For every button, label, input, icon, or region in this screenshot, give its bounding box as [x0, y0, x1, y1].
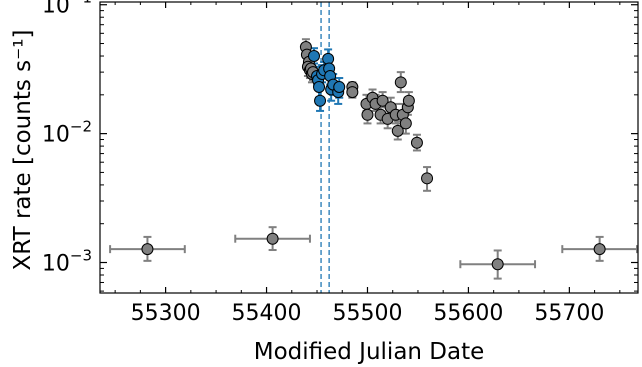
x-tick-label-1: 55400	[232, 301, 302, 326]
data-point-s0-p15	[361, 108, 374, 121]
plot-frame	[99, 1, 639, 294]
x-tick-label-3: 55600	[433, 301, 503, 326]
data-point-s1-p13	[333, 80, 346, 93]
data-points	[141, 40, 606, 271]
data-point-s1-p4	[314, 94, 327, 107]
x-tick-label-2: 55500	[332, 301, 402, 326]
y-tick-label-1: 10−2	[42, 118, 92, 148]
data-point-s0-p28	[402, 94, 415, 107]
axes: 55300 55400 55500 55600 55700 10−3 10−2 10−1	[42, 0, 638, 326]
data-point-s0-p30	[421, 172, 434, 185]
plot-background	[100, 2, 638, 293]
data-point-s0-p24	[394, 76, 407, 89]
data-point-s1-p3	[313, 80, 326, 93]
y-axis-label: XRT rate [counts s⁻¹]	[10, 30, 36, 271]
y-tick-label-0: 10−3	[42, 247, 92, 277]
data-point-s0-p3	[593, 243, 606, 256]
data-point-s0-p23	[391, 124, 404, 137]
data-point-s0-p13	[346, 86, 359, 99]
data-point-s0-p2	[491, 258, 504, 271]
data-point-s0-p26	[399, 117, 412, 130]
data-point-s0-p0	[141, 243, 154, 256]
data-point-s0-p29	[410, 136, 423, 149]
x-tick-label-4: 55700	[534, 301, 604, 326]
y-tick-label-2: 10−1	[42, 0, 92, 19]
data-point-s1-p0	[307, 50, 320, 63]
x-axis-label: Modified Julian Date	[254, 339, 485, 365]
data-point-s0-p19	[376, 94, 389, 107]
x-tick-label-0: 55300	[131, 301, 201, 326]
data-point-s0-p1	[266, 232, 279, 245]
marker-lines	[320, 2, 330, 293]
